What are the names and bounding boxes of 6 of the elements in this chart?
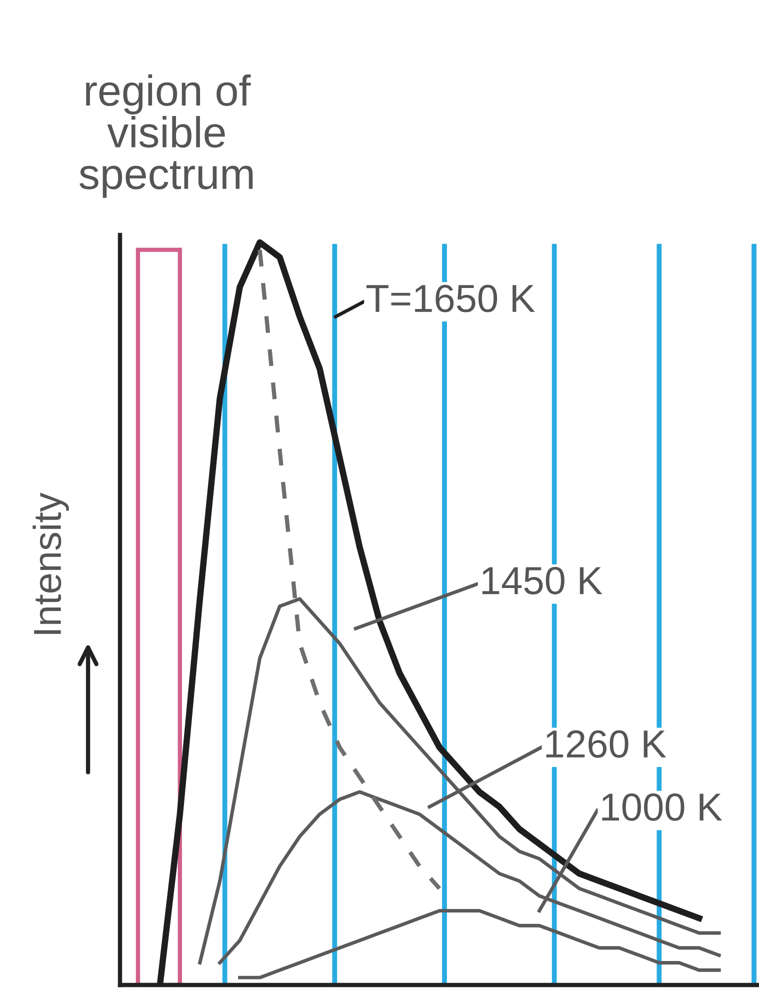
text: 1000 K <box>602 793 722 821</box>
text: region of visible spectrum <box>80 74 253 198</box>
y-axis-title: Intensity <box>32 492 69 634</box>
text: 1260 K <box>546 730 666 758</box>
legend-label: 1450 K <box>482 566 602 594</box>
legend-label: T=1650 K <box>366 284 535 312</box>
